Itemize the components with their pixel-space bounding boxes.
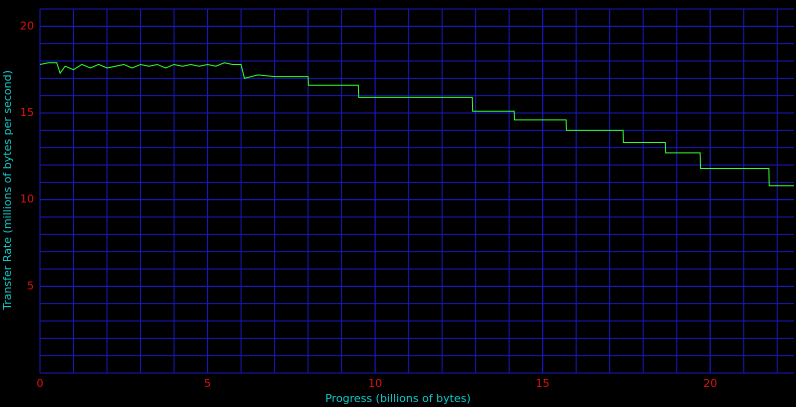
y-tick-label: 15 <box>20 106 34 119</box>
y-tick-label: 20 <box>20 19 34 32</box>
y-tick-label: 10 <box>20 193 34 206</box>
data-line <box>39 62 794 187</box>
x-axis-title: Progress (billions of bytes) <box>325 392 471 405</box>
x-tick-label: 5 <box>204 377 211 390</box>
x-tick-label: 20 <box>703 377 717 390</box>
x-tick-label: 15 <box>536 377 550 390</box>
y-tick-label: 5 <box>27 279 34 292</box>
x-tick-label: 10 <box>368 377 382 390</box>
y-axis-title: Transfer Rate (millions of bytes per sec… <box>1 70 14 311</box>
x-tick-label: 0 <box>37 377 44 390</box>
